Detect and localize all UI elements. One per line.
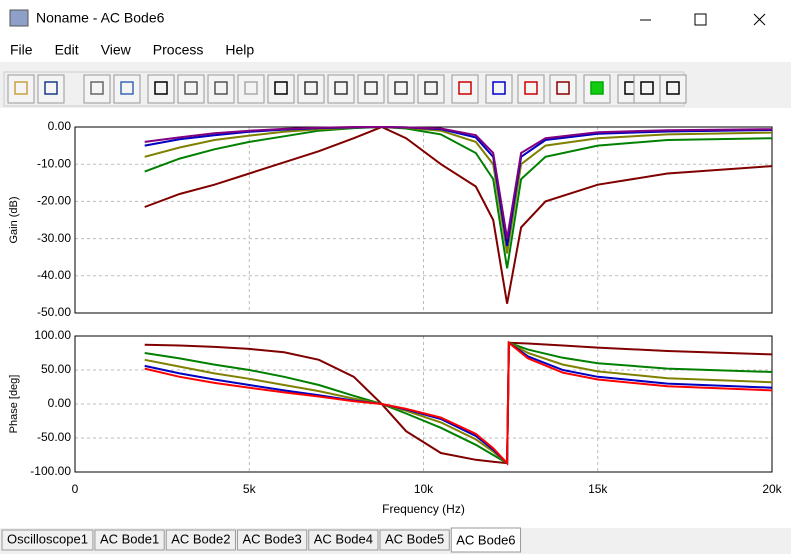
tab[interactable] <box>450 527 522 553</box>
y-axis-title: Gain (dB) <box>8 196 20 243</box>
toolbar-icon <box>120 81 134 95</box>
y-tick-label: 0.00 <box>48 396 72 410</box>
y-tick-label: 100.00 <box>34 328 71 342</box>
menu-item[interactable]: Edit <box>55 42 79 58</box>
plot-frame <box>74 335 773 473</box>
series-line <box>144 341 773 465</box>
toolbar-icon <box>492 81 506 95</box>
toolbar-button[interactable] <box>517 74 545 104</box>
tab-label: AC Bode6 <box>456 532 515 547</box>
toolbar-icon <box>244 81 258 95</box>
tab-label: AC Bode2 <box>171 531 230 546</box>
toolbar-icon <box>364 81 378 95</box>
toolbar-button[interactable] <box>387 74 415 104</box>
series-line <box>144 340 773 466</box>
toolbar-icon <box>556 81 570 95</box>
toolbar-icon <box>458 81 472 95</box>
toolbar-button[interactable] <box>207 74 235 104</box>
y-tick-label: 0.00 <box>48 119 72 133</box>
maximize-button[interactable] <box>694 13 707 26</box>
app-icon <box>9 9 29 27</box>
y-tick-label: -50.00 <box>37 305 71 319</box>
toolbar-button[interactable] <box>113 74 141 104</box>
toolbar-button[interactable] <box>267 74 295 104</box>
tab[interactable] <box>94 529 165 551</box>
tab-label: AC Bode4 <box>314 531 373 546</box>
y-tick-label: -20.00 <box>37 194 71 208</box>
tab[interactable] <box>1 529 94 551</box>
tab-label: AC Bode1 <box>100 531 159 546</box>
toolbar-button[interactable] <box>83 74 111 104</box>
toolbar-icon <box>590 81 604 95</box>
toolbar-icon <box>424 81 438 95</box>
x-axis-title: Frequency (Hz) <box>382 502 465 516</box>
toolbar <box>3 71 687 107</box>
toolbar-icon <box>334 81 348 95</box>
toolbar-button[interactable] <box>633 74 661 104</box>
series-line <box>144 125 773 304</box>
tab[interactable] <box>379 529 450 551</box>
menu-bar <box>0 38 791 62</box>
menu-item[interactable]: File <box>10 42 33 58</box>
toolbar-icon <box>304 81 318 95</box>
tab-bar: Oscilloscope1 AC Bode1 AC Bode2 AC Bode3 AC … <box>1 527 522 553</box>
toolbar-button[interactable] <box>327 74 355 104</box>
series-line <box>144 341 773 466</box>
toolbar-button[interactable] <box>549 74 577 104</box>
toolbar-button[interactable] <box>485 74 513 104</box>
toolbar-button[interactable] <box>451 74 479 104</box>
series-line <box>144 340 773 466</box>
toolbar-button[interactable] <box>297 74 325 104</box>
x-tick-label: 20k <box>762 482 782 496</box>
tab[interactable] <box>236 529 308 551</box>
toolbar-button[interactable] <box>357 74 385 104</box>
close-button[interactable] <box>753 13 766 26</box>
toolbar-icon <box>274 81 288 95</box>
tab-label: Oscilloscope1 <box>7 531 88 546</box>
menu-item[interactable]: Help <box>225 42 254 58</box>
toolbar-button[interactable] <box>417 74 445 104</box>
tab[interactable] <box>165 529 236 551</box>
x-tick-label: 5k <box>243 482 257 496</box>
x-tick-label: 0 <box>72 482 79 496</box>
x-tick-label: 15k <box>588 482 608 496</box>
toolbar-icon <box>44 81 58 95</box>
tab-label: AC Bode3 <box>242 531 301 546</box>
y-tick-label: -100.00 <box>30 464 71 478</box>
window-title: Noname - AC Bode6 <box>36 10 165 26</box>
toolbar-icon <box>666 81 680 95</box>
chart-area <box>0 108 791 528</box>
y-tick-label: 50.00 <box>41 362 71 376</box>
series-line <box>144 341 773 465</box>
series-line <box>144 126 773 239</box>
toolbar-button[interactable] <box>37 74 65 104</box>
menu-item[interactable]: View <box>101 42 132 58</box>
toolbar-icon <box>214 81 228 95</box>
toolbar-button[interactable] <box>237 74 265 104</box>
y-tick-label: -10.00 <box>37 156 71 170</box>
toolbar-icon <box>154 81 168 95</box>
toolbar-icon <box>14 81 28 95</box>
y-tick-label: -30.00 <box>37 231 71 245</box>
toolbar-button[interactable] <box>147 74 175 104</box>
toolbar-icon <box>524 81 538 95</box>
series-line <box>144 125 773 269</box>
y-tick-label: -40.00 <box>37 268 71 282</box>
toolbar-button[interactable] <box>177 74 205 104</box>
tab-label: AC Bode5 <box>385 531 444 546</box>
toolbar-button[interactable] <box>659 74 687 104</box>
toolbar-icon <box>640 81 654 95</box>
y-axis-title: Phase [deg] <box>8 375 20 434</box>
toolbar-icon <box>394 81 408 95</box>
title-bar <box>0 0 791 38</box>
tab[interactable] <box>308 529 379 551</box>
menu-item[interactable]: Process <box>153 42 204 58</box>
x-tick-label: 10k <box>414 482 434 496</box>
toolbar-icon <box>90 81 104 95</box>
y-tick-label: -50.00 <box>37 430 71 444</box>
toolbar-icon <box>184 81 198 95</box>
toolbar-button[interactable] <box>7 74 35 104</box>
